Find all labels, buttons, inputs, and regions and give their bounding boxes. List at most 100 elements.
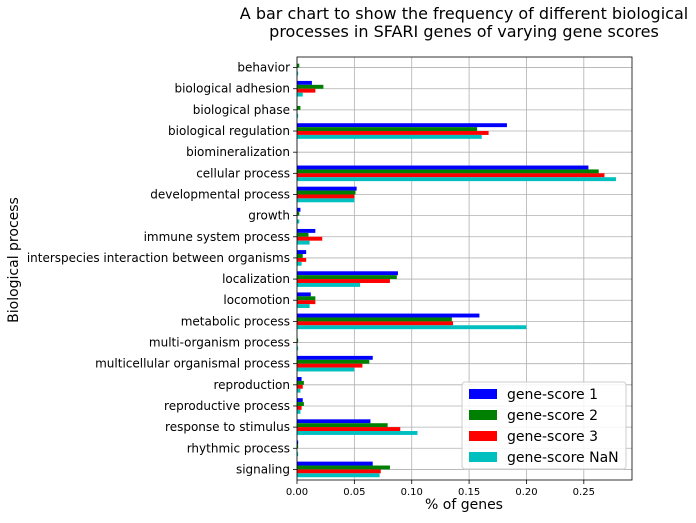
bar: [297, 419, 371, 424]
bar: [297, 380, 304, 385]
bar: [297, 232, 309, 237]
bar: [297, 423, 388, 428]
y-tick-label: biological adhesion: [174, 82, 290, 96]
bar: [297, 177, 616, 182]
chart-title-line-1: A bar chart to show the frequency of dif…: [240, 4, 688, 23]
bar: [297, 431, 418, 435]
bar: [297, 363, 363, 368]
y-tick-label: growth: [248, 209, 290, 223]
bar: [297, 405, 302, 410]
chart-title-line-2: processes in SFARI genes of varying gene…: [269, 22, 659, 41]
bar: [297, 71, 299, 76]
bar: [297, 194, 355, 199]
bar: [297, 465, 390, 470]
y-tick-label: interspecies interaction between organis…: [27, 251, 290, 265]
bar: [297, 304, 310, 309]
bar: [297, 346, 299, 351]
legend-swatch: [469, 410, 497, 420]
bar: [297, 321, 454, 326]
y-tick-label: rhythmic process: [187, 441, 290, 455]
bar: [297, 296, 316, 301]
bar: [297, 127, 478, 132]
bar: [297, 444, 299, 449]
bar: [297, 211, 300, 216]
bar: [297, 359, 370, 364]
x-tick-label: 0.10: [401, 487, 423, 498]
bar: [297, 88, 316, 93]
bar: [297, 173, 605, 178]
y-axis-label: Biological process: [6, 197, 22, 323]
bar: [297, 250, 307, 255]
bar: [297, 254, 303, 258]
bar: [297, 207, 301, 212]
legend-swatch: [469, 389, 497, 399]
y-tick-label: behavior: [237, 61, 290, 75]
bar: [297, 377, 302, 381]
bar: [297, 300, 316, 305]
bar: [297, 92, 303, 97]
y-tick-label: multicellular organismal process: [95, 357, 290, 371]
legend-box: [461, 381, 627, 470]
legend-label: gene-score 2: [507, 408, 598, 424]
y-tick-label: immune system process: [144, 230, 290, 244]
x-tick-label: 0.25: [573, 487, 595, 498]
y-tick-label: localization: [222, 272, 290, 286]
y-tick-label: biological regulation: [168, 124, 290, 138]
legend-swatch: [469, 452, 497, 462]
bar: [297, 440, 299, 445]
bar: [297, 275, 397, 280]
bar: [297, 402, 304, 406]
bar: [297, 134, 482, 139]
bar: [297, 427, 401, 432]
bar: [297, 190, 356, 195]
bar: [297, 367, 355, 372]
bar: [297, 198, 355, 203]
bar: [297, 384, 303, 389]
bar: [297, 398, 303, 403]
y-tick-label: reproductive process: [164, 399, 290, 413]
y-tick-label: locomotion: [223, 293, 290, 307]
legend-label: gene-score 1: [507, 387, 598, 403]
y-tick-label: biological phase: [193, 103, 290, 117]
bar: [297, 219, 300, 224]
y-tick-label: metabolic process: [181, 314, 290, 328]
bar: [297, 80, 312, 85]
x-tick-label: 0.20: [515, 487, 537, 498]
bar: [297, 317, 452, 322]
y-tick-label: reproduction: [214, 378, 291, 392]
bar: [297, 388, 301, 393]
legend: gene-score 1 gene-score 2 gene-score 3 gene…: [461, 381, 627, 470]
bar: [297, 325, 527, 330]
bar: [297, 292, 311, 297]
x-tick-labels: 0.00 0.05 0.10 0.15 0.20 0.25: [286, 480, 595, 498]
y-tick-label: biomineralization: [186, 145, 290, 159]
bar: [297, 84, 324, 89]
y-tick-label: signaling: [236, 462, 290, 476]
bar: [297, 355, 373, 360]
plot-frame: [296, 56, 633, 481]
bar: [297, 63, 300, 68]
bar: [297, 113, 299, 118]
bar: [297, 461, 373, 466]
legend-swatch: [469, 431, 497, 441]
bars: [297, 63, 616, 478]
y-tick-label: cellular process: [196, 166, 290, 180]
x-tick-label: 0.15: [458, 487, 480, 498]
bar: [297, 473, 380, 478]
legend-label: gene-score NaN: [507, 450, 619, 466]
bar: [297, 257, 307, 262]
bar: [297, 105, 301, 110]
y-tick-labels: behavior biological adhesion biological ph…: [27, 61, 297, 476]
axes-frame: [296, 56, 633, 481]
x-tick-label: 0.00: [286, 487, 308, 498]
bar: [297, 338, 299, 343]
y-tick-label: developmental process: [150, 187, 290, 201]
legend-label: gene-score 3: [507, 429, 598, 445]
bar: [297, 165, 589, 170]
x-tick-label: 0.05: [343, 487, 365, 498]
bar: [297, 279, 390, 283]
bar: [297, 271, 398, 276]
bar: [297, 240, 310, 245]
